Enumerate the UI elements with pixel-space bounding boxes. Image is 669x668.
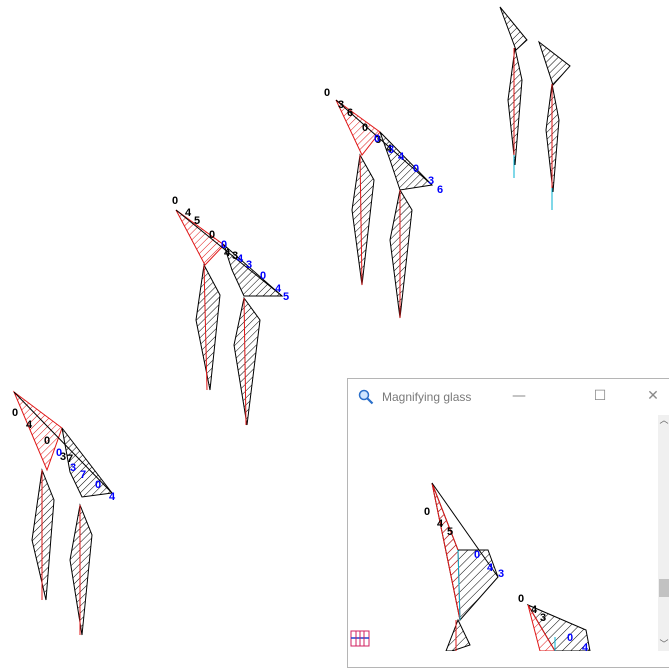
fig2-label-black-0: 0: [172, 195, 178, 207]
vertical-scrollbar[interactable]: ︿ ﹀: [658, 415, 669, 651]
maximize-button[interactable]: ☐: [593, 388, 607, 404]
minimize-button[interactable]: —: [512, 388, 526, 404]
fig2-label-black-4: 4: [224, 247, 231, 259]
drawing-canvas[interactable]: 0 4 0 3 7 0 3 7 0 4 0 4 5 0 4 3 0 4 3 0 …: [0, 0, 669, 650]
magnifier-titlebar[interactable]: Magnifying glass — ☐ ✕: [348, 379, 669, 415]
fig1-label-black-2: 0: [44, 435, 50, 447]
scale-grid-icon[interactable]: [350, 629, 372, 649]
mag-label-blue-4: 4: [582, 642, 589, 651]
mag-label-black-5: 3: [540, 612, 546, 624]
scrollbar-thumb[interactable]: [659, 579, 669, 597]
fig2-label-blue-0: 0: [221, 239, 227, 251]
fig3-label-blue-3: 0: [413, 163, 419, 175]
fig2-label-blue-1: 4: [237, 253, 244, 265]
fig3-label-black-4: 3: [375, 134, 381, 146]
mag-label-black-1: 4: [437, 518, 444, 530]
moment-diagram-figure-4[interactable]: [499, 6, 571, 210]
magnifier-title: Magnifying glass: [382, 390, 472, 404]
fig2-label-black-2: 5: [194, 215, 200, 227]
fig3-label-black-3: 0: [362, 122, 368, 134]
fig2-label-blue-5: 5: [283, 291, 289, 303]
fig2-label-blue-3: 0: [260, 270, 266, 282]
fig3-label-black-1: 3: [338, 99, 344, 111]
close-button[interactable]: ✕: [647, 388, 659, 404]
fig2-label-black-3: 0: [209, 229, 215, 241]
moment-diagram-figure-1[interactable]: 0 4 0 3 7 0 3 7 0 4: [12, 390, 116, 636]
moment-diagram-figure-3[interactable]: 0 3 6 0 3 4 0 3 4 0 3 6: [324, 87, 443, 319]
magnifier-icon: [358, 389, 374, 405]
fig1-label-blue-2: 7: [80, 469, 86, 481]
mag-label-blue-3: 0: [567, 632, 573, 644]
magnifier-window[interactable]: Magnifying glass — ☐ ✕: [347, 378, 669, 668]
fig2-label-blue-4: 4: [275, 283, 282, 295]
magnifier-view[interactable]: 0 4 5 0 4 3 0 4 3 0 4: [348, 415, 669, 667]
fig1-label-blue-4: 4: [109, 491, 116, 503]
mag-label-blue-2: 3: [498, 568, 504, 580]
fig1-label-black-3: 3: [60, 451, 66, 463]
fig3-label-blue-0: 0: [374, 133, 380, 145]
mag-label-black-4: 4: [531, 604, 538, 616]
fig3-label-blue-1: 3: [388, 144, 394, 156]
fig2-label-black-1: 4: [185, 207, 192, 219]
fig3-label-black-0: 0: [324, 87, 330, 99]
fig3-label-black-5: 4: [386, 143, 393, 155]
fig1-label-black-0: 0: [12, 407, 18, 419]
fig1-label-blue-0: 0: [56, 447, 62, 459]
fig3-label-blue-2: 4: [398, 151, 405, 163]
fig2-label-blue-2: 3: [246, 259, 252, 271]
mag-label-black-2: 5: [447, 526, 453, 538]
fig3-label-blue-5: 6: [437, 184, 443, 196]
mag-label-blue-1: 4: [487, 562, 494, 574]
scroll-up-icon[interactable]: ︿: [659, 416, 669, 426]
mag-label-blue-0: 0: [474, 549, 480, 561]
moment-diagram-figure-2[interactable]: 0 4 5 0 4 3 0 4 3 0 4 5: [172, 195, 289, 426]
fig1-label-blue-3: 0: [95, 479, 101, 491]
mag-label-black-3: 0: [518, 593, 524, 605]
scroll-down-icon[interactable]: ﹀: [659, 640, 669, 650]
fig1-label-black-4: 7: [67, 453, 73, 465]
mag-label-black-0: 0: [424, 506, 430, 518]
fig2-label-black-5: 3: [232, 250, 238, 262]
fig1-label-blue-1: 3: [70, 462, 76, 474]
fig3-label-blue-4: 3: [428, 175, 434, 187]
fig1-label-black-1: 4: [26, 419, 33, 431]
fig3-label-black-2: 6: [347, 107, 353, 119]
